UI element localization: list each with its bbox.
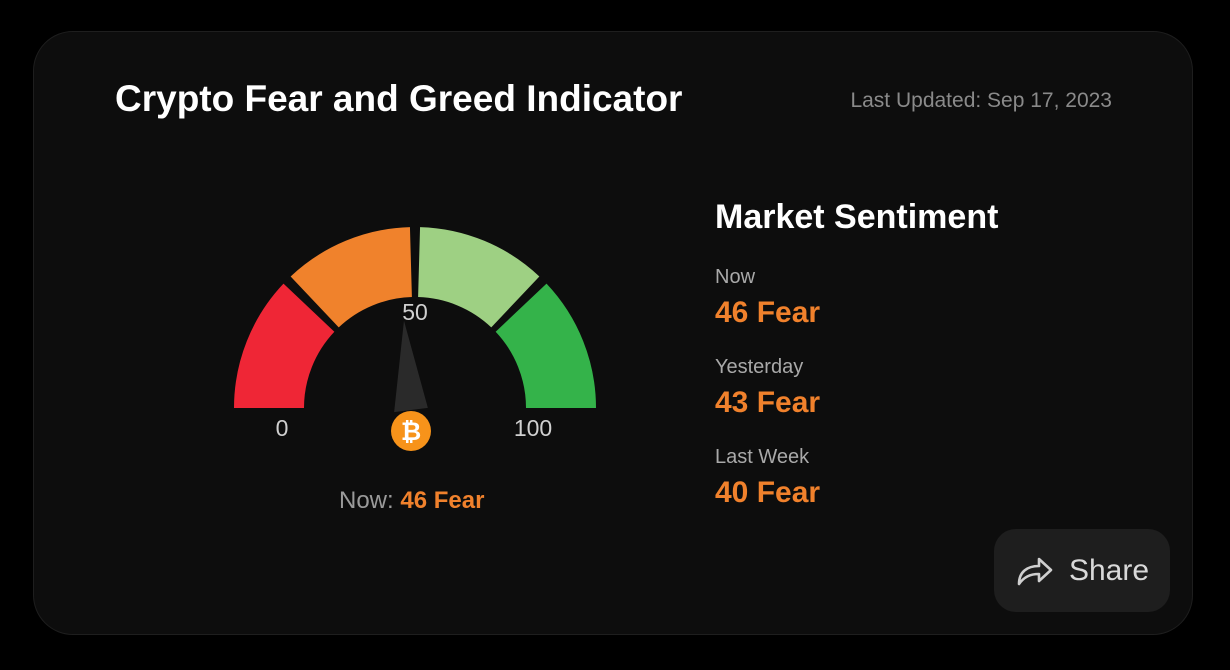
share-button[interactable]: Share xyxy=(994,529,1170,612)
gauge-max-label: 100 xyxy=(514,415,552,441)
sentiment-yesterday-value: 43 Fear xyxy=(715,386,821,419)
card-title: Crypto Fear and Greed Indicator xyxy=(115,78,683,119)
gauge-now-value: 46 Fear xyxy=(400,487,485,514)
share-arrow-icon xyxy=(1017,557,1053,585)
gauge-segment-greed xyxy=(418,227,540,328)
market-sentiment-heading: Market Sentiment xyxy=(715,198,999,236)
sentiment-now-value: 46 Fear xyxy=(715,296,821,329)
gauge-segment-extreme-fear xyxy=(234,283,335,408)
bitcoin-icon: ₿ xyxy=(391,411,431,451)
last-updated: Last Updated: Sep 17, 2023 xyxy=(850,89,1112,112)
gauge-segment-fear xyxy=(290,227,412,328)
sentiment-last-week-label: Last Week xyxy=(715,446,810,468)
sentiment-item-yesterday: Yesterday 43 Fear xyxy=(715,355,998,423)
sentiment-item-last-week: Last Week 40 Fear xyxy=(715,445,998,513)
fear-greed-gauge: ₿ 0 50 100 xyxy=(234,227,596,451)
gauge-mid-label: 50 xyxy=(402,299,428,325)
share-label: Share xyxy=(1068,553,1150,587)
sentiment-item-now: Now 46 Fear xyxy=(715,265,998,333)
fear-greed-card: Crypto Fear and Greed Indicator Last Upd… xyxy=(33,31,1193,635)
svg-text:₿: ₿ xyxy=(401,418,421,446)
gauge-now-label: Now: xyxy=(339,487,394,514)
market-sentiment-panel: Market Sentiment Now 46 Fear Yesterday 4… xyxy=(715,198,998,535)
gauge-now-readout: Now: 46 Fear xyxy=(339,487,484,515)
gauge-needle xyxy=(394,320,428,413)
sentiment-yesterday-label: Yesterday xyxy=(715,356,804,378)
gauge-segments xyxy=(234,227,596,408)
gauge-min-label: 0 xyxy=(276,415,289,441)
gauge-segment-extreme-greed xyxy=(495,283,596,408)
sentiment-now-label: Now xyxy=(715,266,756,288)
sentiment-last-week-value: 40 Fear xyxy=(715,476,821,509)
